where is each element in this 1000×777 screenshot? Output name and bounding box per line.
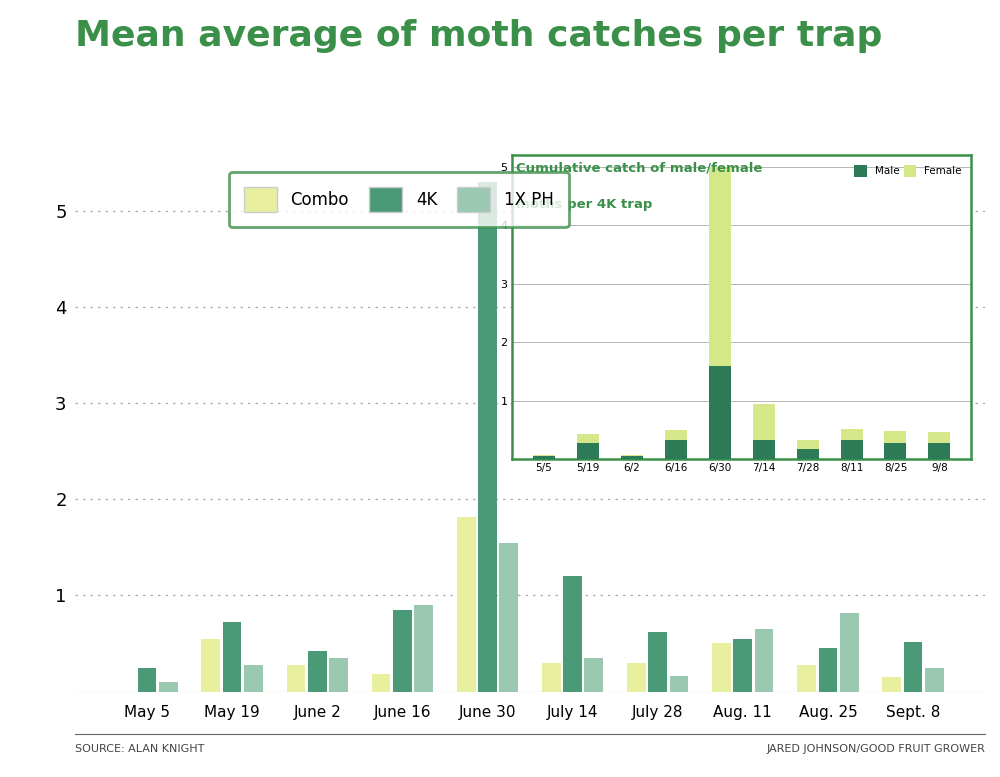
Bar (287, 664, 305, 692)
Bar (627, 663, 646, 692)
Bar (840, 613, 859, 692)
Text: SOURCE: ALAN KNIGHT: SOURCE: ALAN KNIGHT (75, 744, 204, 754)
Bar (584, 658, 603, 692)
Bar (797, 664, 816, 692)
Bar (882, 677, 901, 692)
Text: Mean average of moth catches per trap: Mean average of moth catches per trap (75, 19, 882, 54)
Bar (925, 667, 944, 692)
Bar (393, 610, 412, 692)
Bar (648, 632, 667, 692)
Text: JARED JOHNSON/GOOD FRUIT GROWER: JARED JOHNSON/GOOD FRUIT GROWER (766, 744, 985, 754)
Bar (159, 682, 178, 692)
Bar (819, 648, 837, 692)
Bar (733, 639, 752, 692)
Legend: Combo, 4K, 1X PH: Combo, 4K, 1X PH (229, 172, 569, 227)
Bar (308, 651, 327, 692)
Bar (372, 674, 390, 692)
Bar (223, 622, 241, 692)
Bar (499, 542, 518, 692)
Bar (138, 667, 156, 692)
Bar (244, 664, 263, 692)
Bar (329, 658, 348, 692)
Bar (563, 577, 582, 692)
Bar (478, 183, 497, 692)
Bar (414, 605, 433, 692)
Bar (755, 629, 773, 692)
Bar (712, 643, 731, 692)
Bar (457, 517, 476, 692)
Bar (201, 639, 220, 692)
Bar (904, 642, 922, 692)
Bar (670, 676, 688, 692)
Bar (542, 663, 561, 692)
